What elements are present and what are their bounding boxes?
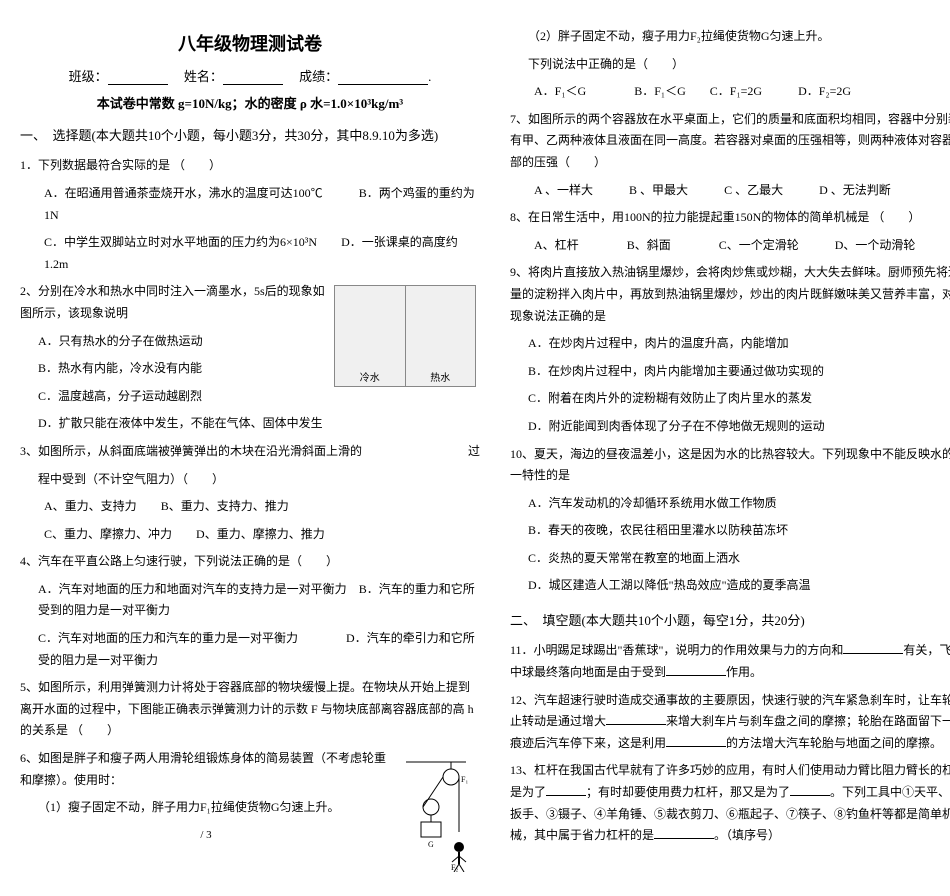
section-2-heading: 二、 填空题(本大题共10个小题，每空1分，共20分) [510, 609, 950, 632]
q3-B: B、重力、支持力、推力 [161, 499, 289, 513]
q2-figure: 冷水 热水 [334, 285, 476, 387]
q1-opts-row1: A．在昭通用普通茶壶烧开水，沸水的温度可达100℃ B．两个鸡蛋的重约为1N [44, 183, 480, 226]
q7-stem: 7、如图所示的两个容器放在水平桌面上，它们的质量和底面积均相同，容器中分别装有甲… [510, 109, 950, 174]
q8-D: D、一个动滑轮 [835, 238, 916, 252]
q4-stem: 4、汽车在平直公路上匀速行驶，下列说法正确的是（ ） [20, 551, 480, 573]
q6-sub2: （2）胖子固定不动，瘦子用力F₂拉绳使货物G匀速上升。 [528, 26, 950, 48]
section-1-heading: 一、 选择题(本大题共10个小题，每小题3分，共30分，其中8.9.10为多选) [20, 124, 480, 147]
q4-row1: A．汽车对地面的压力和地面对汽车的支持力是一对平衡力 B．汽车的重力和它所受到的… [38, 579, 480, 622]
q6-C: C．F₁=2G [710, 84, 762, 98]
q1-A: A．在昭通用普通茶壶烧开水，沸水的温度可达100℃ [44, 186, 323, 200]
q10-stem: 10、夏天，海边的昼夜温差小，这是因为水的比热容较大。下列现象中不能反映水的这一… [510, 444, 950, 487]
q12-blank1 [606, 712, 666, 725]
q3-stem-a: 3、如图所示，从斜面底端被弹簧弹出的木块在沿光滑斜面上滑的 [20, 444, 362, 458]
q7-B: B 、甲最大 [629, 183, 688, 197]
q9-stem: 9、将肉片直接放入热油锅里爆炒，会将肉炒焦或炒糊，大大失去鲜味。厨师预先将适量的… [510, 262, 950, 327]
constants-formula: 本试卷中常数 g=10N/kg；水的密度 ρ 水=1.0×10³kg/m³ [20, 93, 480, 112]
q6-figure: F₁ G F₂ [396, 752, 476, 872]
q8-C: C、一个定滑轮 [719, 238, 799, 252]
q1-opts-row2: C．中学生双脚站立时对水平地面的压力约为6×10³N D．一张课桌的高度约1.2… [44, 232, 480, 275]
q9-B: B．在炒肉片过程中，肉片内能增加主要通过做功实现的 [528, 361, 950, 383]
q5-stem: 5、如图所示，利用弹簧测力计将处于容器底部的物块缓慢上提。在物块从开始上提到离开… [20, 677, 480, 742]
student-info: 班级： 姓名： 成绩：. [20, 66, 480, 85]
q7-D: D 、无法判断 [819, 183, 891, 197]
score-blank [338, 70, 428, 85]
q13-blank1 [546, 783, 586, 796]
q8-B: B、斜面 [627, 238, 671, 252]
q13-b: ；有时却要使用费力杠杆，那又是为了 [586, 785, 790, 799]
q7-opts: A 、一样大 B 、甲最大 C 、乙最大 D 、无法判断 [534, 180, 950, 202]
name-label: 姓名： [184, 69, 223, 84]
period: . [428, 69, 431, 84]
q3-opts-row1: A、重力、支持力 B、重力、支持力、推力 [44, 496, 480, 518]
q1-stem: 1．下列数据最符合实际的是 （ ） [20, 155, 480, 177]
q4-A: A．汽车对地面的压力和地面对汽车的支持力是一对平衡力 [38, 582, 347, 596]
q4-row2: C．汽车对地面的压力和汽车的重力是一对平衡力 D．汽车的牵引力和它所受的阻力是一… [38, 628, 480, 671]
q12-c: 的方法增大汽车轮胎与地面之间的摩擦。 [726, 736, 942, 750]
q13-blank2 [790, 783, 830, 796]
name-blank [223, 70, 283, 85]
q12-blank2 [666, 734, 726, 747]
svg-text:F₁: F₁ [461, 775, 468, 784]
svg-text:F₂: F₂ [451, 863, 458, 872]
q7-C: C 、乙最大 [724, 183, 783, 197]
q11-blank2 [666, 663, 726, 676]
q2-figure-cold: 冷水 [335, 286, 406, 386]
q3-A: A、重力、支持力 [44, 499, 137, 513]
svg-text:G: G [428, 840, 434, 849]
q11: 11．小明踢足球踢出"香蕉球"，说明力的作用效果与力的方向和有关，飞行中球最终落… [510, 640, 950, 683]
score-label: 成绩： [299, 69, 338, 84]
q8-stem: 8、在日常生活中，用100N的拉力能提起重150N的物体的简单机械是 （ ） [510, 207, 950, 229]
q13: 13、杠杆在我国古代早就有了许多巧妙的应用，有时人们使用动力臂比阻力臂长的杠杆是… [510, 760, 950, 846]
q11-a: 11．小明踢足球踢出"香蕉球"，说明力的作用效果与力的方向和 [510, 643, 843, 657]
q13-blank3 [654, 826, 714, 839]
q3-stem-line2: 程中受到（不计空气阻力）（ ） [38, 469, 480, 491]
q10-B: B．春天的夜晚，农民往稻田里灌水以防秧苗冻坏 [528, 520, 950, 542]
q8-opts: A、杠杆 B、斜面 C、一个定滑轮 D、一个动滑轮 [534, 235, 950, 257]
q10-C: C．炎热的夏天常常在教室的地面上洒水 [528, 548, 950, 570]
q7-A: A 、一样大 [534, 183, 593, 197]
class-blank [108, 70, 168, 85]
q3-stem-line1: 3、如图所示，从斜面底端被弹簧弹出的木块在沿光滑斜面上滑的 过 [20, 441, 480, 463]
q3-opts-row2: C、重力、摩擦力、冲力 D、重力、摩擦力、推力 [44, 524, 480, 546]
q1-C: C．中学生双脚站立时对水平地面的压力约为6×10³N [44, 235, 317, 249]
q9-A: A．在炒肉片过程中，肉片的温度升高，内能增加 [528, 333, 950, 355]
q10-D: D．城区建造人工湖以降低"热岛效应"造成的夏季高温 [528, 575, 950, 597]
class-label: 班级： [69, 69, 108, 84]
q9-D: D．附近能闻到肉香体现了分子在不停地做无规则的运动 [528, 416, 950, 438]
q9-C: C．附着在肉片外的淀粉糊有效防止了肉片里水的蒸发 [528, 388, 950, 410]
q11-blank1 [843, 641, 903, 654]
q3-D: D、重力、摩擦力、推力 [196, 527, 325, 541]
q2-cold-label: 冷水 [360, 369, 380, 384]
q6-sub3: 下列说法中正确的是（ ） [528, 54, 950, 76]
q6-D: D．F₂=2G [798, 84, 851, 98]
q3-stem-suffix: 过 [468, 441, 480, 463]
q8-A: A、杠杆 [534, 238, 579, 252]
exam-title: 八年级物理测试卷 [20, 30, 480, 56]
q6-opts: A．F₁＜G B．F₁＜G C．F₁=2G D．F₂=2G [534, 81, 950, 103]
q2-D: D．扩散只能在液体中发生，不能在气体、固体中发生 [38, 413, 480, 435]
q2-figure-hot: 热水 [406, 286, 476, 386]
q3-C: C、重力、摩擦力、冲力 [44, 527, 172, 541]
q4-C: C．汽车对地面的压力和汽车的重力是一对平衡力 [38, 631, 298, 645]
q13-d: 。（填序号） [714, 828, 780, 842]
q12: 12、汽车超速行驶时造成交通事故的主要原因，快速行驶的汽车紧急刹车时，让车轮停止… [510, 690, 950, 755]
q6-B: B．F₁＜G [634, 84, 686, 98]
q10-A: A．汽车发动机的冷却循环系统用水做工作物质 [528, 493, 950, 515]
q6-A: A．F₁＜G [534, 84, 586, 98]
q11-c: 作用。 [726, 665, 762, 679]
q2-C: C．温度越高，分子运动越剧烈 [38, 386, 480, 408]
q2-hot-label: 热水 [430, 369, 450, 384]
